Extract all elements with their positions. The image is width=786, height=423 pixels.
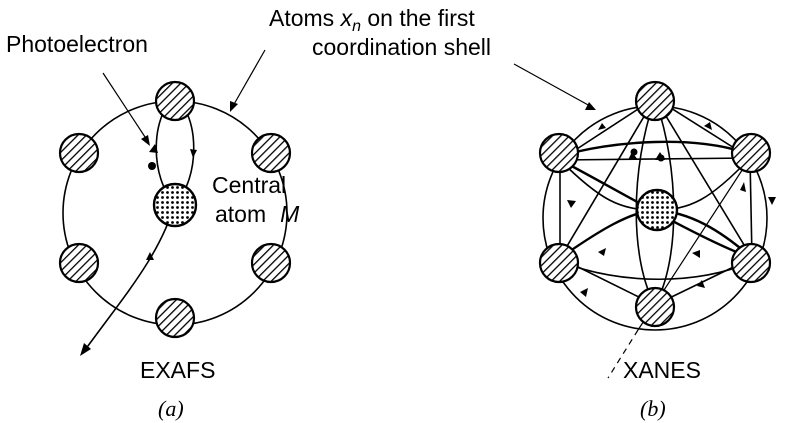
xanes-arrowhead-10 — [580, 288, 588, 297]
ms-path-11 — [559, 97, 656, 259]
xanes-arrowhead-5 — [567, 200, 576, 208]
loop-arrowhead-left — [149, 144, 158, 153]
shell-atom-bottom — [154, 297, 196, 339]
xanes-dot-1 — [630, 148, 638, 156]
central-atom — [152, 182, 198, 228]
ms-path-3 — [557, 140, 749, 159]
ms-path-16 — [561, 261, 751, 280]
central-atom-label-line2: atom M — [215, 201, 300, 227]
panel-exafs — [58, 49, 292, 356]
central-atom-var: M — [280, 201, 300, 227]
central-atom-b — [635, 188, 679, 232]
atoms-label-prefix: Atoms — [269, 5, 341, 31]
xanes-arrowhead-6 — [740, 182, 746, 192]
exafs-label: EXAFS — [140, 357, 215, 383]
atoms-label-var: x — [340, 5, 354, 31]
ms-path-10 — [654, 97, 753, 259]
ms-path-2 — [559, 157, 751, 161]
loop-arrowhead-right — [190, 149, 197, 158]
xanes-arrowhead-11 — [697, 280, 705, 288]
photoelectron-dot — [148, 162, 156, 170]
shell-atom-lower-left-b — [538, 242, 580, 284]
xanes-arrowhead-1 — [598, 123, 606, 130]
shell-atom-top — [154, 80, 196, 122]
photoelectron-label: Photoelectron — [6, 31, 148, 57]
shell-atom-lower-right-b — [730, 242, 772, 284]
shell-pointer-a — [232, 49, 266, 107]
shell-atom-upper-left — [58, 132, 100, 174]
central-atom-label-line1: Central — [212, 172, 286, 198]
atoms-label-line2: coordination shell — [312, 34, 491, 60]
path-arrowhead — [146, 252, 154, 260]
shell-atom-lower-right — [250, 242, 292, 284]
caption-b: (b) — [640, 396, 666, 421]
xanes-arrowhead-3 — [628, 152, 638, 160]
photoelectron-pointer — [102, 72, 148, 141]
xanes-arrowhead-8 — [598, 248, 606, 256]
xanes-label: XANES — [623, 357, 701, 383]
shell-atom-bottom-b — [634, 286, 676, 328]
xanes-arrowhead-2 — [704, 122, 712, 130]
shell-atom-upper-right-b — [730, 132, 772, 174]
panel-xanes — [513, 63, 776, 379]
shell-atom-top-b — [634, 80, 676, 122]
photoelectron-pointer-head — [141, 135, 150, 146]
shell-atom-lower-left — [58, 242, 100, 284]
xanes-escape-dashed — [607, 329, 639, 379]
shell-pointer-a-head — [230, 101, 238, 112]
central-atom-word: atom — [215, 201, 266, 227]
xanes-arrowhead-7 — [768, 197, 776, 205]
caption-a: (a) — [158, 396, 184, 421]
atoms-label-sub: n — [352, 18, 361, 35]
atoms-label-suffix: on the first — [361, 5, 475, 31]
xanes-dot-2 — [657, 154, 665, 162]
shell-pointer-b-head — [585, 102, 596, 110]
shell-atom-upper-right — [250, 132, 292, 174]
xanes-arrowhead-9 — [692, 250, 700, 258]
ms-path-5 — [749, 157, 753, 259]
shell-pointer-b — [513, 63, 591, 107]
photoelectron-arrowhead — [80, 343, 91, 356]
atoms-label-line1: Atoms xn on the first — [269, 5, 475, 35]
shell-atom-upper-left-b — [538, 132, 580, 174]
